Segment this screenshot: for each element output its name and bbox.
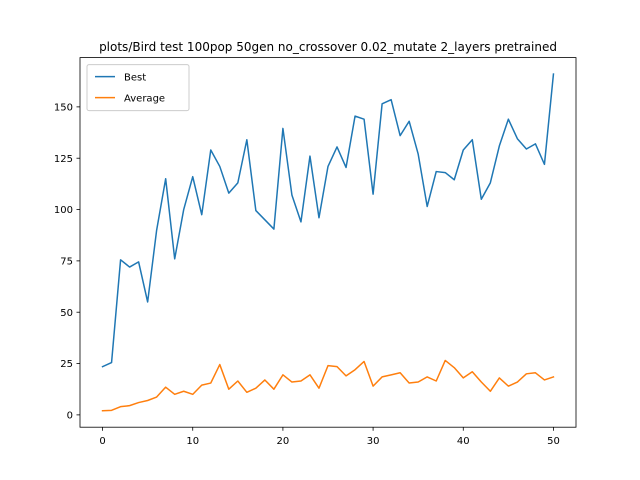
legend: Best Average xyxy=(86,64,190,112)
x-tick-label: 20 xyxy=(277,436,290,447)
x-tick-label: 40 xyxy=(457,436,470,447)
y-tick-label: 50 xyxy=(60,308,73,319)
x-tick-label: 0 xyxy=(99,436,105,447)
x-tick-label: 50 xyxy=(547,436,560,447)
plot-area: 0 10 20 30 40 50 0 25 50 75 100 125 150 xyxy=(54,57,577,447)
y-tick-label: 125 xyxy=(54,154,73,165)
series-line-average xyxy=(101,359,555,412)
y-tick-label: 100 xyxy=(54,205,73,216)
legend-label-average: Average xyxy=(124,94,165,105)
y-tick-label: 0 xyxy=(67,410,73,421)
y-tick-label: 150 xyxy=(54,102,73,113)
legend-label-best: Best xyxy=(124,73,146,84)
y-tick-label: 75 xyxy=(60,256,73,267)
chart-title: plots/Bird test 100pop 50gen no_crossove… xyxy=(99,40,557,54)
x-tick-label: 30 xyxy=(367,436,380,447)
y-tick-label: 25 xyxy=(60,359,73,370)
axes-frame xyxy=(79,57,577,428)
series-line-best xyxy=(101,73,555,368)
x-tick-label: 10 xyxy=(186,436,199,447)
